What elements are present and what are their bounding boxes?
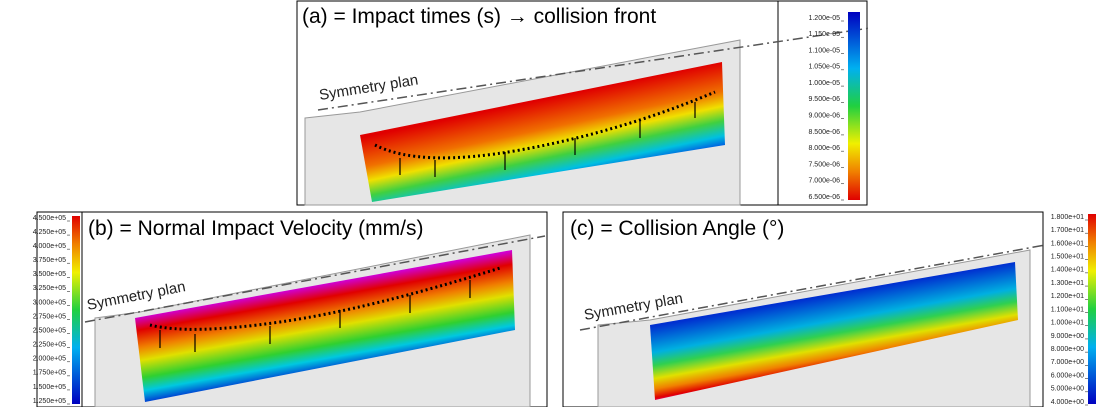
colorbar-label: 1.400e+01 xyxy=(1051,267,1084,274)
colorbar-label: 1.800e+01 xyxy=(1051,214,1084,221)
panel-title: (a) = Impact times (s) → collision front xyxy=(302,5,656,28)
colorbar-label: 7.000e+00 xyxy=(1051,359,1084,366)
colorbar-label: 1.700e+01 xyxy=(1051,227,1084,234)
figure: Symmetry plan (a) = Impact times (s) → c… xyxy=(0,0,1097,407)
colorbar-label: 4.000e+00 xyxy=(1051,399,1084,406)
colorbar-label: 1.750e+05 xyxy=(33,370,66,377)
panel-b: Symmetry plan (b) = Normal Impact Veloci… xyxy=(37,212,547,407)
colorbar-label: 1.050e-05 xyxy=(808,64,840,71)
panel-a: Symmetry plan (a) = Impact times (s) → c… xyxy=(297,1,870,205)
colorbar-label: 9.000e+00 xyxy=(1051,333,1084,340)
colorbar-label: 1.000e+01 xyxy=(1051,320,1084,327)
panel-c: Symmetry plan (c) = Collision Angle (°) xyxy=(563,212,1096,407)
colorbar-label: 3.000e+05 xyxy=(33,299,66,306)
colorbar-label: 3.750e+05 xyxy=(33,257,66,264)
colorbar-label: 3.250e+05 xyxy=(33,285,66,292)
colorbar-label: 1.000e-05 xyxy=(808,80,840,87)
colorbar xyxy=(848,12,860,200)
colorbar-label: 6.000e+00 xyxy=(1051,372,1084,379)
colorbar-label: 4.250e+05 xyxy=(33,229,66,236)
colorbar xyxy=(1088,214,1096,404)
colorbar-label: 2.750e+05 xyxy=(33,313,66,320)
colorbar-label: 1.200e-05 xyxy=(808,15,840,22)
colorbar-label: 8.000e-06 xyxy=(808,145,840,152)
colorbar-label: 6.500e-06 xyxy=(808,194,840,201)
colorbar-label: 1.250e+05 xyxy=(33,398,66,405)
colorbar-label: 9.500e-06 xyxy=(808,96,840,103)
colorbar-label: 2.500e+05 xyxy=(33,327,66,334)
colorbar-label: 3.500e+05 xyxy=(33,271,66,278)
colorbar-label: 8.000e+00 xyxy=(1051,346,1084,353)
colorbar-label: 1.600e+01 xyxy=(1051,240,1084,247)
colorbar-label: 2.250e+05 xyxy=(33,342,66,349)
colorbar xyxy=(72,216,80,404)
colorbar-label: 4.500e+05 xyxy=(33,215,66,222)
colorbar-label: 7.500e-06 xyxy=(808,161,840,168)
colorbar-label: 1.500e+05 xyxy=(33,384,66,391)
colorbar-label: 2.000e+05 xyxy=(33,356,66,363)
panel-title: (c) = Collision Angle (°) xyxy=(570,217,784,240)
colorbar-label: 1.500e+01 xyxy=(1051,253,1084,260)
colorbar-label: 7.000e-06 xyxy=(808,178,840,185)
colorbar-label: 1.150e-05 xyxy=(808,31,840,38)
colorbar-label: 1.100e+01 xyxy=(1051,306,1084,313)
colorbar-label: 1.100e-05 xyxy=(808,47,840,54)
colorbar-label: 9.000e-06 xyxy=(808,112,840,119)
colorbar-label: 5.000e+00 xyxy=(1051,386,1084,393)
colorbar-label: 4.000e+05 xyxy=(33,243,66,250)
colorbar-label: 1.200e+01 xyxy=(1051,293,1084,300)
colorbar-label: 1.300e+01 xyxy=(1051,280,1084,287)
colorbar-label: 8.500e-06 xyxy=(808,129,840,136)
panel-title: (b) = Normal Impact Velocity (mm/s) xyxy=(88,217,423,240)
